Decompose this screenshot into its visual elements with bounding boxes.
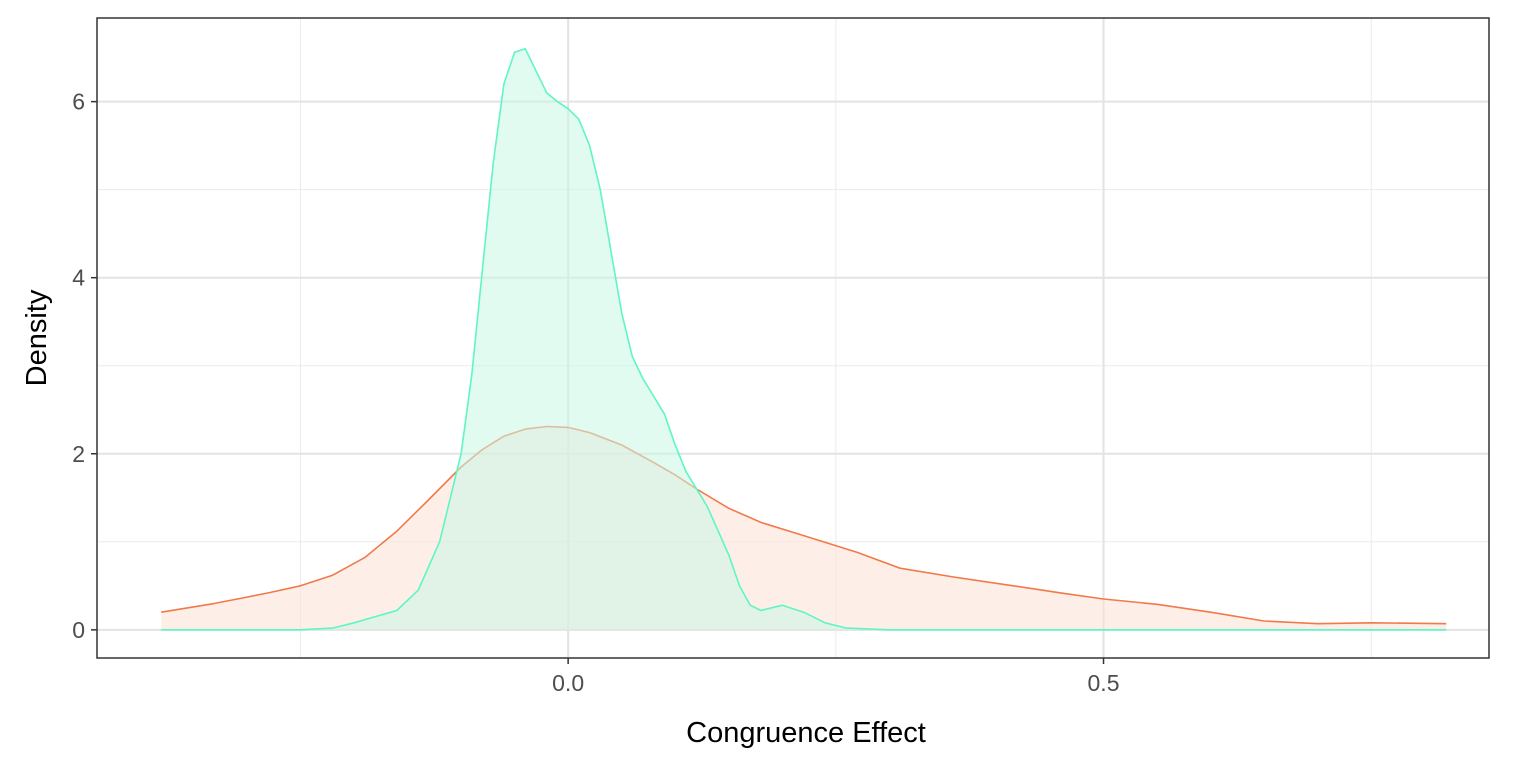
y-axis-title: Density xyxy=(21,289,53,386)
y-tick-label: 0 xyxy=(72,617,85,643)
density-area-2 xyxy=(161,48,1447,630)
y-tick-label: 2 xyxy=(72,441,85,467)
y-axis: 0 2 4 6 xyxy=(72,89,97,643)
density-line-2 xyxy=(161,48,1447,631)
series-layer xyxy=(161,48,1447,631)
x-axis-title: Congruence Effect xyxy=(686,717,926,749)
y-tick-label: 6 xyxy=(72,89,85,115)
plot-border xyxy=(96,17,1490,659)
x-tick-label: 0.5 xyxy=(1088,670,1120,696)
x-tick-label: 0.0 xyxy=(552,670,584,696)
y-tick-label: 4 xyxy=(72,265,85,291)
x-axis: 0.0 0.5 xyxy=(552,658,1120,696)
